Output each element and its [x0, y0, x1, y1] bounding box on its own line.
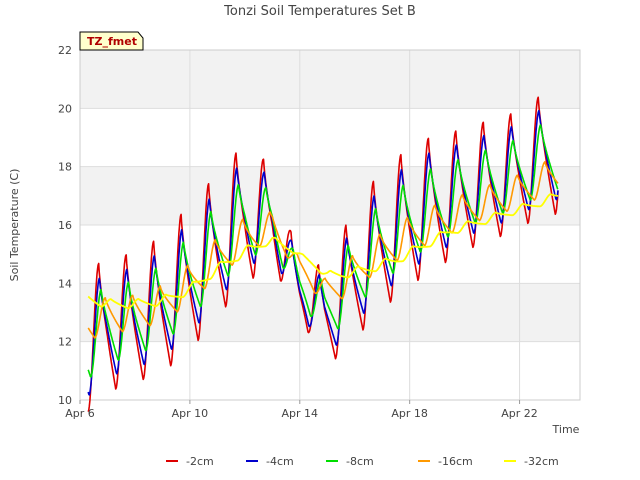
- band: [80, 50, 580, 109]
- series-line-1: [87, 109, 559, 396]
- y-axis-ticks: 10 12 14 16 18 20 22: [58, 44, 72, 407]
- series-line-4: [87, 193, 559, 310]
- x-tick-label: Apr 6: [65, 407, 95, 420]
- legend-label: -2cm: [186, 455, 214, 468]
- y-tick-label: 14: [58, 277, 72, 290]
- series-line-3: [87, 161, 559, 339]
- legend-label: -8cm: [346, 455, 374, 468]
- y-tick-label: 20: [58, 102, 72, 115]
- y-tick-label: 18: [58, 161, 72, 174]
- series-lines: [87, 96, 559, 412]
- y-tick-label: 12: [58, 336, 72, 349]
- x-tick-label: Apr 22: [501, 407, 538, 420]
- legend-label: -16cm: [438, 455, 473, 468]
- site-badge: TZ_fmet: [79, 31, 144, 51]
- y-tick-label: 10: [58, 394, 72, 407]
- x-tick-label: Apr 18: [391, 407, 428, 420]
- y-tick-label: 22: [58, 44, 72, 57]
- chart-title: Tonzi Soil Temperatures Set B: [223, 4, 416, 19]
- x-tick-label: Apr 14: [282, 407, 319, 420]
- badge-label: TZ_fmet: [87, 35, 137, 48]
- x-axis-ticks: Apr 6 Apr 10 Apr 14 Apr 18 Apr 22: [65, 400, 538, 420]
- series-line-2: [87, 124, 559, 378]
- legend-label: -32cm: [524, 455, 559, 468]
- x-tick-label: Apr 10: [172, 407, 209, 420]
- y-tick-label: 16: [58, 219, 72, 232]
- y-axis-label: Soil Temperature (C): [8, 169, 21, 282]
- plot-frame: [79, 49, 581, 401]
- badge-box: [79, 31, 144, 51]
- legend-label: -4cm: [266, 455, 294, 468]
- legend: -2cm -4cm -8cm -16cm -32cm: [166, 455, 559, 468]
- x-axis-label: Time: [552, 423, 580, 436]
